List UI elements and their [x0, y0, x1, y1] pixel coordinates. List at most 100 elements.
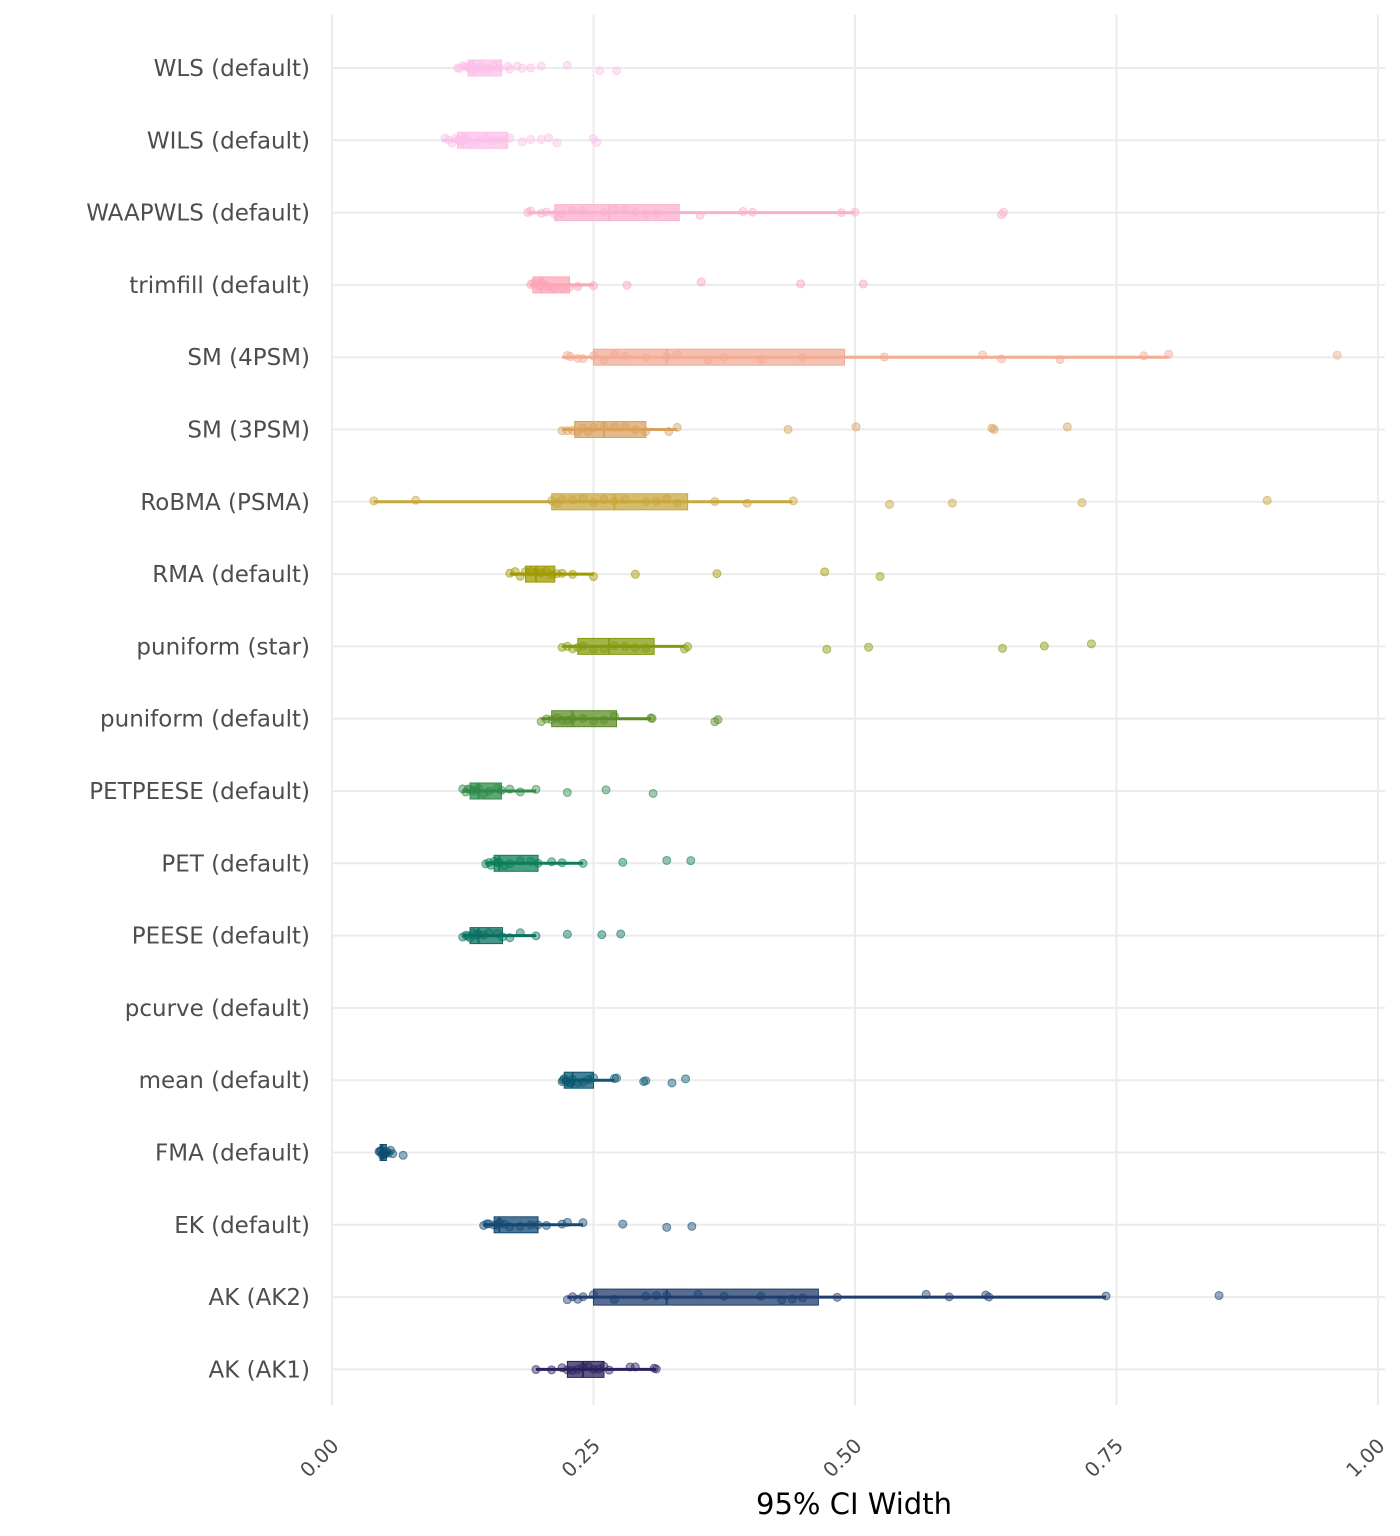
data-point [641, 1076, 651, 1086]
data-point [578, 1292, 588, 1302]
data-point [595, 66, 605, 76]
data-point [681, 1074, 691, 1084]
data-point [589, 281, 598, 291]
data-point [836, 208, 846, 218]
data-point [492, 783, 502, 793]
category-label: AK (AK1) [208, 1357, 310, 1383]
data-point [557, 1363, 567, 1373]
series-group [557, 637, 1096, 655]
data-point [662, 494, 672, 504]
data-point [921, 1289, 931, 1299]
data-point [533, 858, 543, 868]
data-point [641, 643, 651, 653]
data-point [496, 785, 506, 795]
data-point [505, 933, 515, 943]
data-point [544, 133, 554, 143]
data-point [482, 1219, 492, 1229]
data-point [440, 133, 450, 143]
data-point [796, 279, 806, 289]
data-point [505, 1222, 515, 1232]
series-group [557, 1071, 691, 1089]
data-point [562, 641, 572, 651]
data-point [505, 784, 515, 794]
data-point [589, 1290, 598, 1300]
data-point [517, 137, 527, 147]
data-point [494, 1218, 504, 1228]
data-point [568, 714, 578, 724]
data-point [648, 788, 658, 798]
category-label: SM (3PSM) [187, 418, 310, 444]
data-point [612, 66, 622, 76]
data-point [479, 789, 489, 799]
data-point [599, 355, 609, 365]
data-point [589, 351, 598, 361]
data-point [562, 1295, 572, 1305]
data-point [672, 498, 682, 508]
data-point [484, 928, 494, 938]
series-group [557, 421, 1072, 438]
data-point [704, 355, 714, 365]
data-point [609, 422, 619, 432]
data-point [526, 856, 536, 866]
data-point [1039, 641, 1049, 651]
data-point [693, 1289, 703, 1299]
data-point [651, 1364, 661, 1374]
data-point [683, 642, 693, 652]
data-point [641, 209, 651, 219]
data-point [557, 282, 567, 292]
series-group [562, 348, 1342, 366]
data-point [618, 857, 628, 867]
data-point [473, 783, 483, 793]
data-point [512, 61, 522, 71]
data-point [647, 714, 657, 724]
data-point [713, 715, 723, 725]
data-point [541, 207, 551, 217]
data-point [787, 1294, 797, 1304]
data-point [497, 932, 507, 942]
category-label: trimfill (default) [129, 273, 310, 299]
data-point [536, 568, 546, 578]
data-point [651, 208, 661, 218]
data-point [505, 859, 515, 869]
data-point [858, 279, 868, 289]
data-point [662, 1222, 672, 1232]
data-point [612, 1073, 622, 1083]
data-point [465, 138, 475, 148]
data-point [568, 205, 578, 215]
data-point [999, 207, 1009, 217]
data-point [604, 1365, 614, 1375]
category-label: RoBMA (PSMA) [140, 490, 310, 516]
data-point [526, 206, 536, 216]
x-tick-label: 0.50 [818, 1434, 866, 1482]
data-point [944, 1292, 954, 1302]
data-point [578, 1077, 588, 1087]
category-label: AK (AK2) [208, 1285, 310, 1311]
data-point [484, 786, 494, 796]
data-point [515, 1221, 525, 1231]
data-point [641, 426, 651, 436]
data-point [573, 281, 583, 291]
data-point [651, 496, 661, 506]
x-axis-title: 95% CI Width [756, 1487, 952, 1521]
data-point [783, 424, 793, 434]
data-point [583, 1361, 593, 1371]
data-point [547, 496, 557, 506]
box [593, 348, 846, 366]
data-point [875, 571, 885, 581]
data-point [978, 350, 988, 360]
data-point [489, 136, 499, 146]
data-point [517, 63, 527, 73]
data-point [609, 1294, 619, 1304]
data-point [1164, 349, 1174, 359]
data-point [573, 1364, 583, 1374]
data-point [547, 857, 557, 867]
data-point [526, 63, 536, 73]
x-tick-label: 1.00 [1341, 1434, 1389, 1482]
data-point [568, 1292, 578, 1302]
data-point [850, 207, 860, 217]
data-point [578, 354, 588, 364]
data-point [609, 711, 619, 721]
series-group [374, 1144, 408, 1161]
data-point [568, 644, 578, 654]
data-point [616, 929, 626, 939]
